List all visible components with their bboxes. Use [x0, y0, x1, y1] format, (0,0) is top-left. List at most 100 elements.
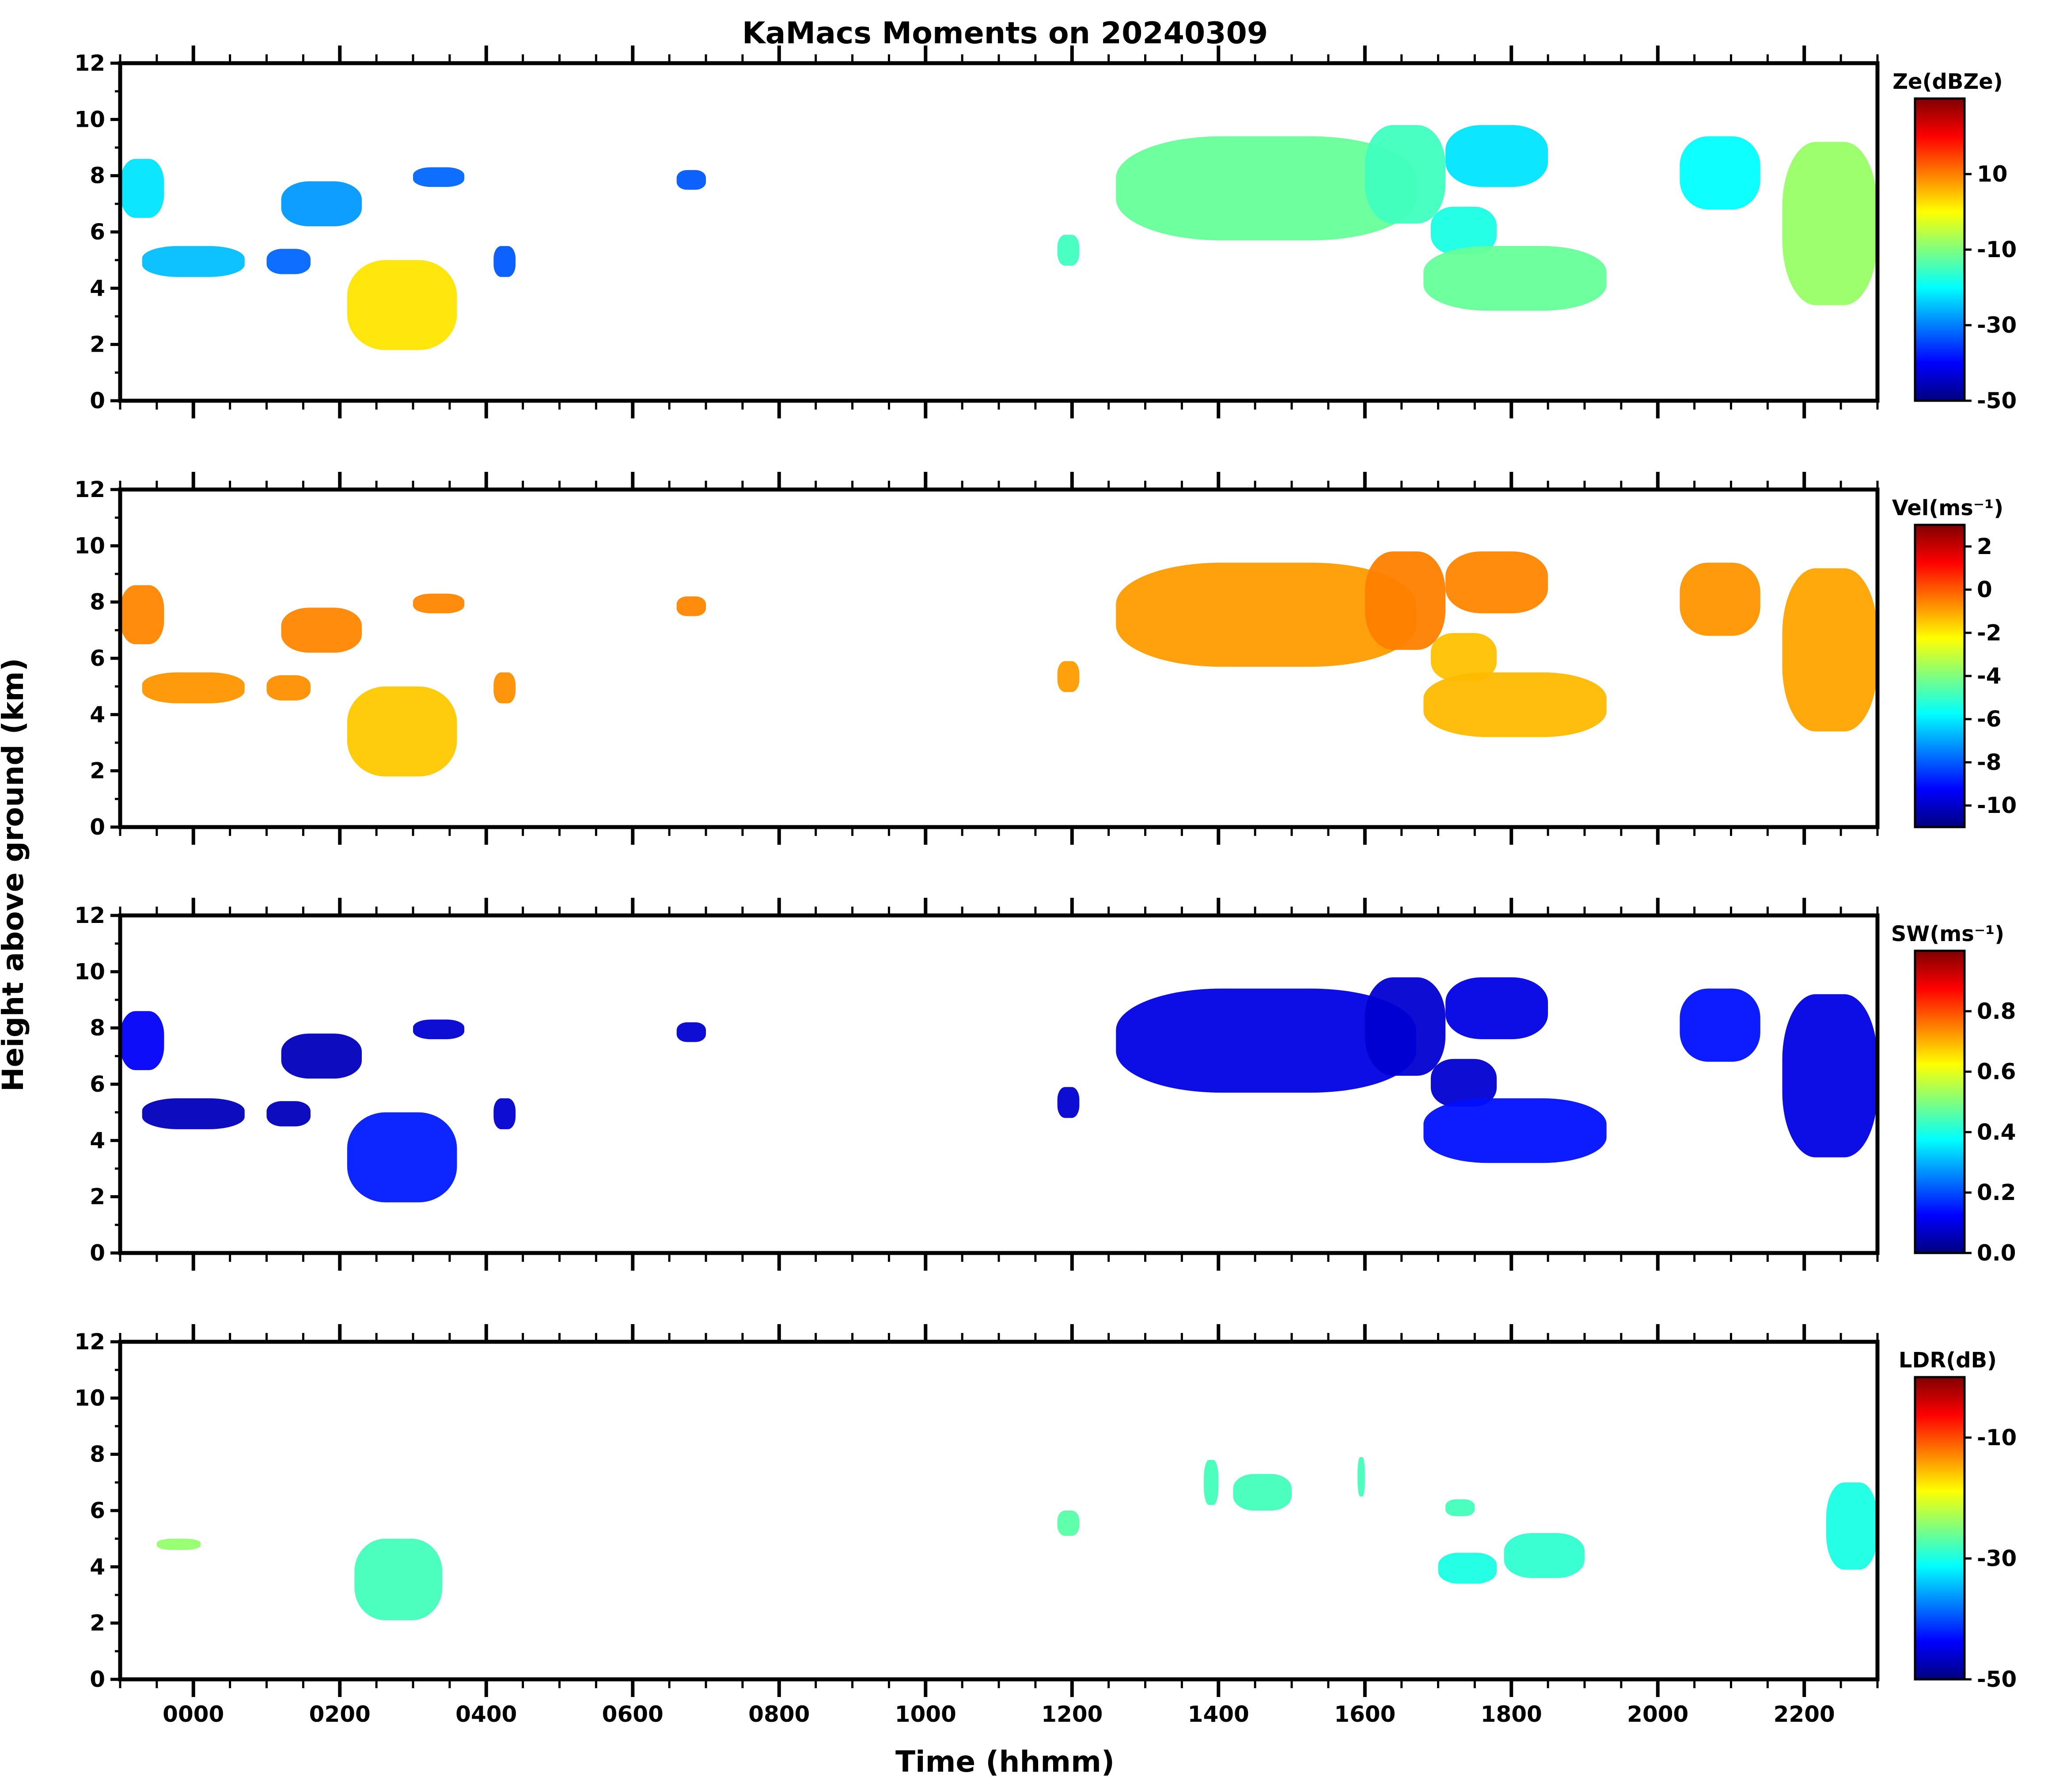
echo-region — [1365, 977, 1446, 1076]
echo-region — [413, 1019, 465, 1040]
y-tick-label: 8 — [90, 163, 105, 189]
colorbar-tick-label: -30 — [1977, 312, 2017, 338]
x-tick-label: 1200 — [1041, 1701, 1103, 1727]
echo-region — [676, 596, 706, 616]
echo-region — [1445, 125, 1548, 187]
echo-region — [1430, 1059, 1497, 1107]
echo-region — [281, 1033, 362, 1079]
echo-region — [347, 260, 457, 350]
echo-region — [1358, 1457, 1365, 1497]
echo-region — [281, 607, 362, 653]
y-tick-label: 12 — [74, 1329, 105, 1355]
colorbar-tick-label: -10 — [1977, 1425, 2017, 1450]
echo-region — [1233, 1474, 1292, 1511]
panel-linear_depolarization_ratio: 0 2 4 6 8 10 12 0000 0200 0400 0600 0800 1000 1200 140… — [74, 1324, 2017, 1727]
echo-region — [1116, 136, 1416, 241]
plot-frame — [118, 1340, 1880, 1682]
x-tick-label: 0200 — [309, 1701, 371, 1727]
colorbar-tick-label: -30 — [1977, 1545, 2017, 1571]
echo-region — [1423, 672, 1607, 737]
colorbar-tick-label: -6 — [1977, 706, 2002, 732]
echo-region — [1430, 206, 1497, 254]
echo-region — [493, 246, 516, 277]
echo-region — [347, 1112, 457, 1203]
echo-region — [142, 246, 245, 277]
plot-frame — [118, 61, 1880, 403]
echo-region — [1445, 977, 1548, 1040]
echo-region — [347, 686, 457, 777]
echo-region — [1057, 661, 1080, 692]
colorbar-tick-label: -10 — [1977, 237, 2017, 262]
echo-region — [120, 585, 164, 645]
colorbar-tick-label: 0.4 — [1977, 1119, 2016, 1145]
colorbar-tick-label: 0.0 — [1977, 1240, 2016, 1266]
echo-region — [1423, 246, 1607, 311]
y-tick-label: 8 — [90, 589, 105, 615]
echo-region — [156, 1538, 201, 1550]
echo-layer — [156, 1457, 1877, 1621]
echo-region — [266, 249, 311, 274]
echo-region — [413, 167, 465, 187]
x-tick-label: 0800 — [748, 1701, 810, 1727]
echo-region — [676, 170, 706, 190]
colorbar-tick-label: 10 — [1977, 161, 2008, 187]
echo-region — [1438, 1553, 1497, 1584]
colorbar-label: LDR(dB) — [1899, 1348, 1997, 1373]
echo-region — [1057, 1511, 1080, 1536]
echo-region — [1430, 633, 1497, 681]
x-tick-label: 2200 — [1774, 1701, 1835, 1727]
echo-region — [1782, 568, 1877, 732]
y-tick-label: 12 — [74, 477, 105, 502]
colorbar-label: Vel(ms⁻¹) — [1892, 496, 2003, 520]
y-tick-label: 2 — [90, 1184, 105, 1210]
echo-region — [413, 593, 465, 614]
y-tick-label: 6 — [90, 219, 105, 245]
y-tick-label: 6 — [90, 1071, 105, 1097]
echo-region — [142, 672, 245, 703]
plot-frame — [118, 487, 1880, 829]
x-tick-label: 1000 — [895, 1701, 956, 1727]
echo-region — [1057, 1087, 1080, 1118]
panel-reflectivity: 0 2 4 6 8 10 12 Ze(dBZe) 10 -10 -30 -50 — [74, 46, 2017, 418]
y-tick-label: 10 — [74, 1385, 105, 1411]
colorbar-tick-label: -50 — [1977, 388, 2017, 414]
y-tick-label: 10 — [74, 533, 105, 558]
y-tick-label: 0 — [90, 814, 105, 840]
x-axis-label: Time (hhmm) — [895, 1745, 1115, 1779]
echo-region — [120, 159, 164, 218]
x-tick-label: 0000 — [163, 1701, 224, 1727]
echo-region — [676, 1022, 706, 1042]
echo-layer — [120, 125, 1877, 350]
y-tick-label: 0 — [90, 1667, 105, 1692]
echo-region — [1680, 988, 1760, 1062]
colorbar-tick-label: 0 — [1977, 577, 1992, 603]
y-tick-label: 12 — [74, 903, 105, 928]
colorbar-tick-label: 0.6 — [1977, 1059, 2016, 1085]
echo-region — [266, 675, 311, 701]
echo-region — [1504, 1533, 1585, 1578]
echo-region — [1782, 142, 1877, 305]
colorbar — [1914, 949, 1966, 1254]
echo-region — [1204, 1460, 1219, 1505]
y-tick-label: 2 — [90, 1610, 105, 1636]
echo-region — [1365, 551, 1446, 650]
panels: 0 2 4 6 8 10 12 Ze(dBZe) 10 -10 -30 -50 0 2 4 6 8 10 12 Vel… — [74, 46, 2017, 1727]
y-tick-label: 4 — [90, 275, 105, 301]
colorbar-tick-label: 0.8 — [1977, 999, 2016, 1024]
echo-region — [1365, 125, 1446, 224]
y-tick-label: 6 — [90, 645, 105, 671]
colorbar-tick-label: -10 — [1977, 793, 2017, 818]
colorbar-label: SW(ms⁻¹) — [1891, 922, 2004, 946]
colorbar-tick-label: -8 — [1977, 749, 2002, 775]
colorbar — [1914, 1376, 1966, 1681]
echo-region — [1680, 562, 1760, 636]
y-tick-label: 0 — [90, 1240, 105, 1266]
x-tick-label: 1600 — [1334, 1701, 1396, 1727]
echo-region — [1680, 136, 1760, 210]
colorbar — [1914, 524, 1966, 828]
panel-velocity: 0 2 4 6 8 10 12 Vel(ms⁻¹) 2 0 -2 -4 -6 -8 -10 — [74, 472, 2017, 845]
echo-region — [1057, 235, 1080, 266]
x-tick-label: 0600 — [602, 1701, 664, 1727]
x-tick-label: 1800 — [1481, 1701, 1542, 1727]
